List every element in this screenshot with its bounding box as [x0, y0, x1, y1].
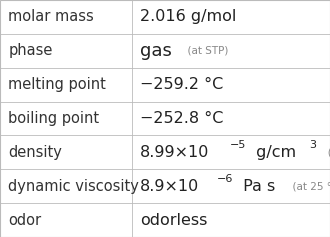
Text: −252.8 °C: −252.8 °C [140, 111, 224, 126]
Text: molar mass: molar mass [8, 9, 94, 24]
Text: g/cm: g/cm [251, 145, 296, 160]
Text: −6: −6 [217, 174, 233, 184]
Text: dynamic viscosity: dynamic viscosity [8, 179, 139, 194]
Text: 2.016 g/mol: 2.016 g/mol [140, 9, 237, 24]
Text: 8.9×10: 8.9×10 [140, 179, 200, 194]
Text: (at STP): (at STP) [182, 46, 229, 56]
Text: Pa s: Pa s [238, 179, 275, 194]
Text: odor: odor [8, 213, 41, 228]
Text: (at 25 °C): (at 25 °C) [286, 181, 330, 191]
Text: odorless: odorless [140, 213, 208, 228]
Text: boiling point: boiling point [8, 111, 99, 126]
Text: melting point: melting point [8, 77, 106, 92]
Text: (at 0 °C): (at 0 °C) [318, 147, 330, 157]
Text: −259.2 °C: −259.2 °C [140, 77, 223, 92]
Text: density: density [8, 145, 62, 160]
Text: gas: gas [140, 42, 172, 60]
Text: 8.99×10: 8.99×10 [140, 145, 210, 160]
Text: 3: 3 [309, 140, 316, 150]
Text: phase: phase [8, 43, 52, 58]
Text: −5: −5 [230, 140, 246, 150]
